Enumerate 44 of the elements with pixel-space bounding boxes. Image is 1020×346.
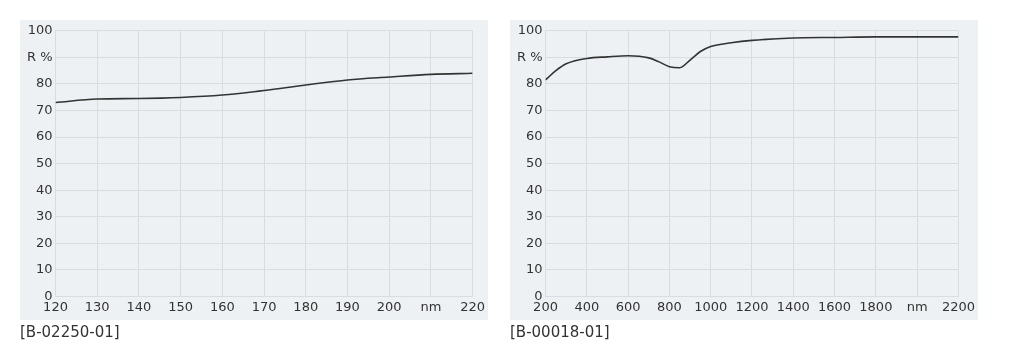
y-tick-label: 20 bbox=[525, 234, 543, 250]
y-tick-label: 100 bbox=[27, 22, 53, 38]
x-tick-label: 130 bbox=[84, 298, 110, 314]
y-tick-label: 70 bbox=[525, 101, 543, 117]
y-tick-label: R % bbox=[516, 48, 543, 64]
x-tick-label: 180 bbox=[293, 298, 319, 314]
y-tick-label: 10 bbox=[35, 261, 53, 277]
y-tick-label: 40 bbox=[525, 181, 543, 197]
x-tick-label: 160 bbox=[209, 298, 235, 314]
y-tick-label: 100 bbox=[517, 22, 543, 38]
x-tick-label: nm bbox=[906, 298, 928, 314]
x-tick-label: 2200 bbox=[941, 298, 975, 314]
x-tick-label: 800 bbox=[656, 298, 682, 314]
x-tick-label: 1000 bbox=[694, 298, 728, 314]
x-tick-label: nm bbox=[420, 298, 442, 314]
y-tick-label: 50 bbox=[525, 154, 543, 170]
x-tick-label: 190 bbox=[335, 298, 360, 314]
line-series bbox=[55, 72, 473, 104]
x-tick-label: 600 bbox=[615, 298, 641, 314]
text: [B-02250-01] bbox=[20, 323, 121, 341]
x-tick-label: 1400 bbox=[776, 298, 810, 314]
x-tick-label: 220 bbox=[460, 298, 486, 314]
x-tick-label: 150 bbox=[168, 298, 194, 314]
y-tick-label: 60 bbox=[35, 128, 53, 144]
y-tick-label: R % bbox=[26, 48, 53, 64]
x-tick-label: 170 bbox=[251, 298, 277, 314]
y-tick-label: 80 bbox=[525, 75, 543, 91]
y-tick-label: 70 bbox=[35, 101, 53, 117]
x-tick-label: 140 bbox=[126, 298, 152, 314]
y-tick-label: 50 bbox=[35, 154, 53, 170]
x-tick-label: 1200 bbox=[735, 298, 769, 314]
y-tick-label: 40 bbox=[35, 181, 53, 197]
x-tick-label: 1600 bbox=[818, 298, 852, 314]
text: [B-00018-01] bbox=[510, 323, 611, 341]
y-tick-label: 10 bbox=[525, 261, 543, 277]
x-tick-label: 400 bbox=[574, 298, 600, 314]
y-tick-label: 30 bbox=[35, 208, 53, 224]
y-tick-label: 20 bbox=[35, 234, 53, 250]
y-tick-label: 60 bbox=[525, 128, 543, 144]
x-tick-label: 1800 bbox=[859, 298, 893, 314]
x-tick-label: 200 bbox=[376, 298, 402, 314]
y-tick-label: 80 bbox=[35, 75, 53, 91]
y-tick-label: 30 bbox=[525, 208, 543, 224]
line-series bbox=[545, 36, 959, 81]
